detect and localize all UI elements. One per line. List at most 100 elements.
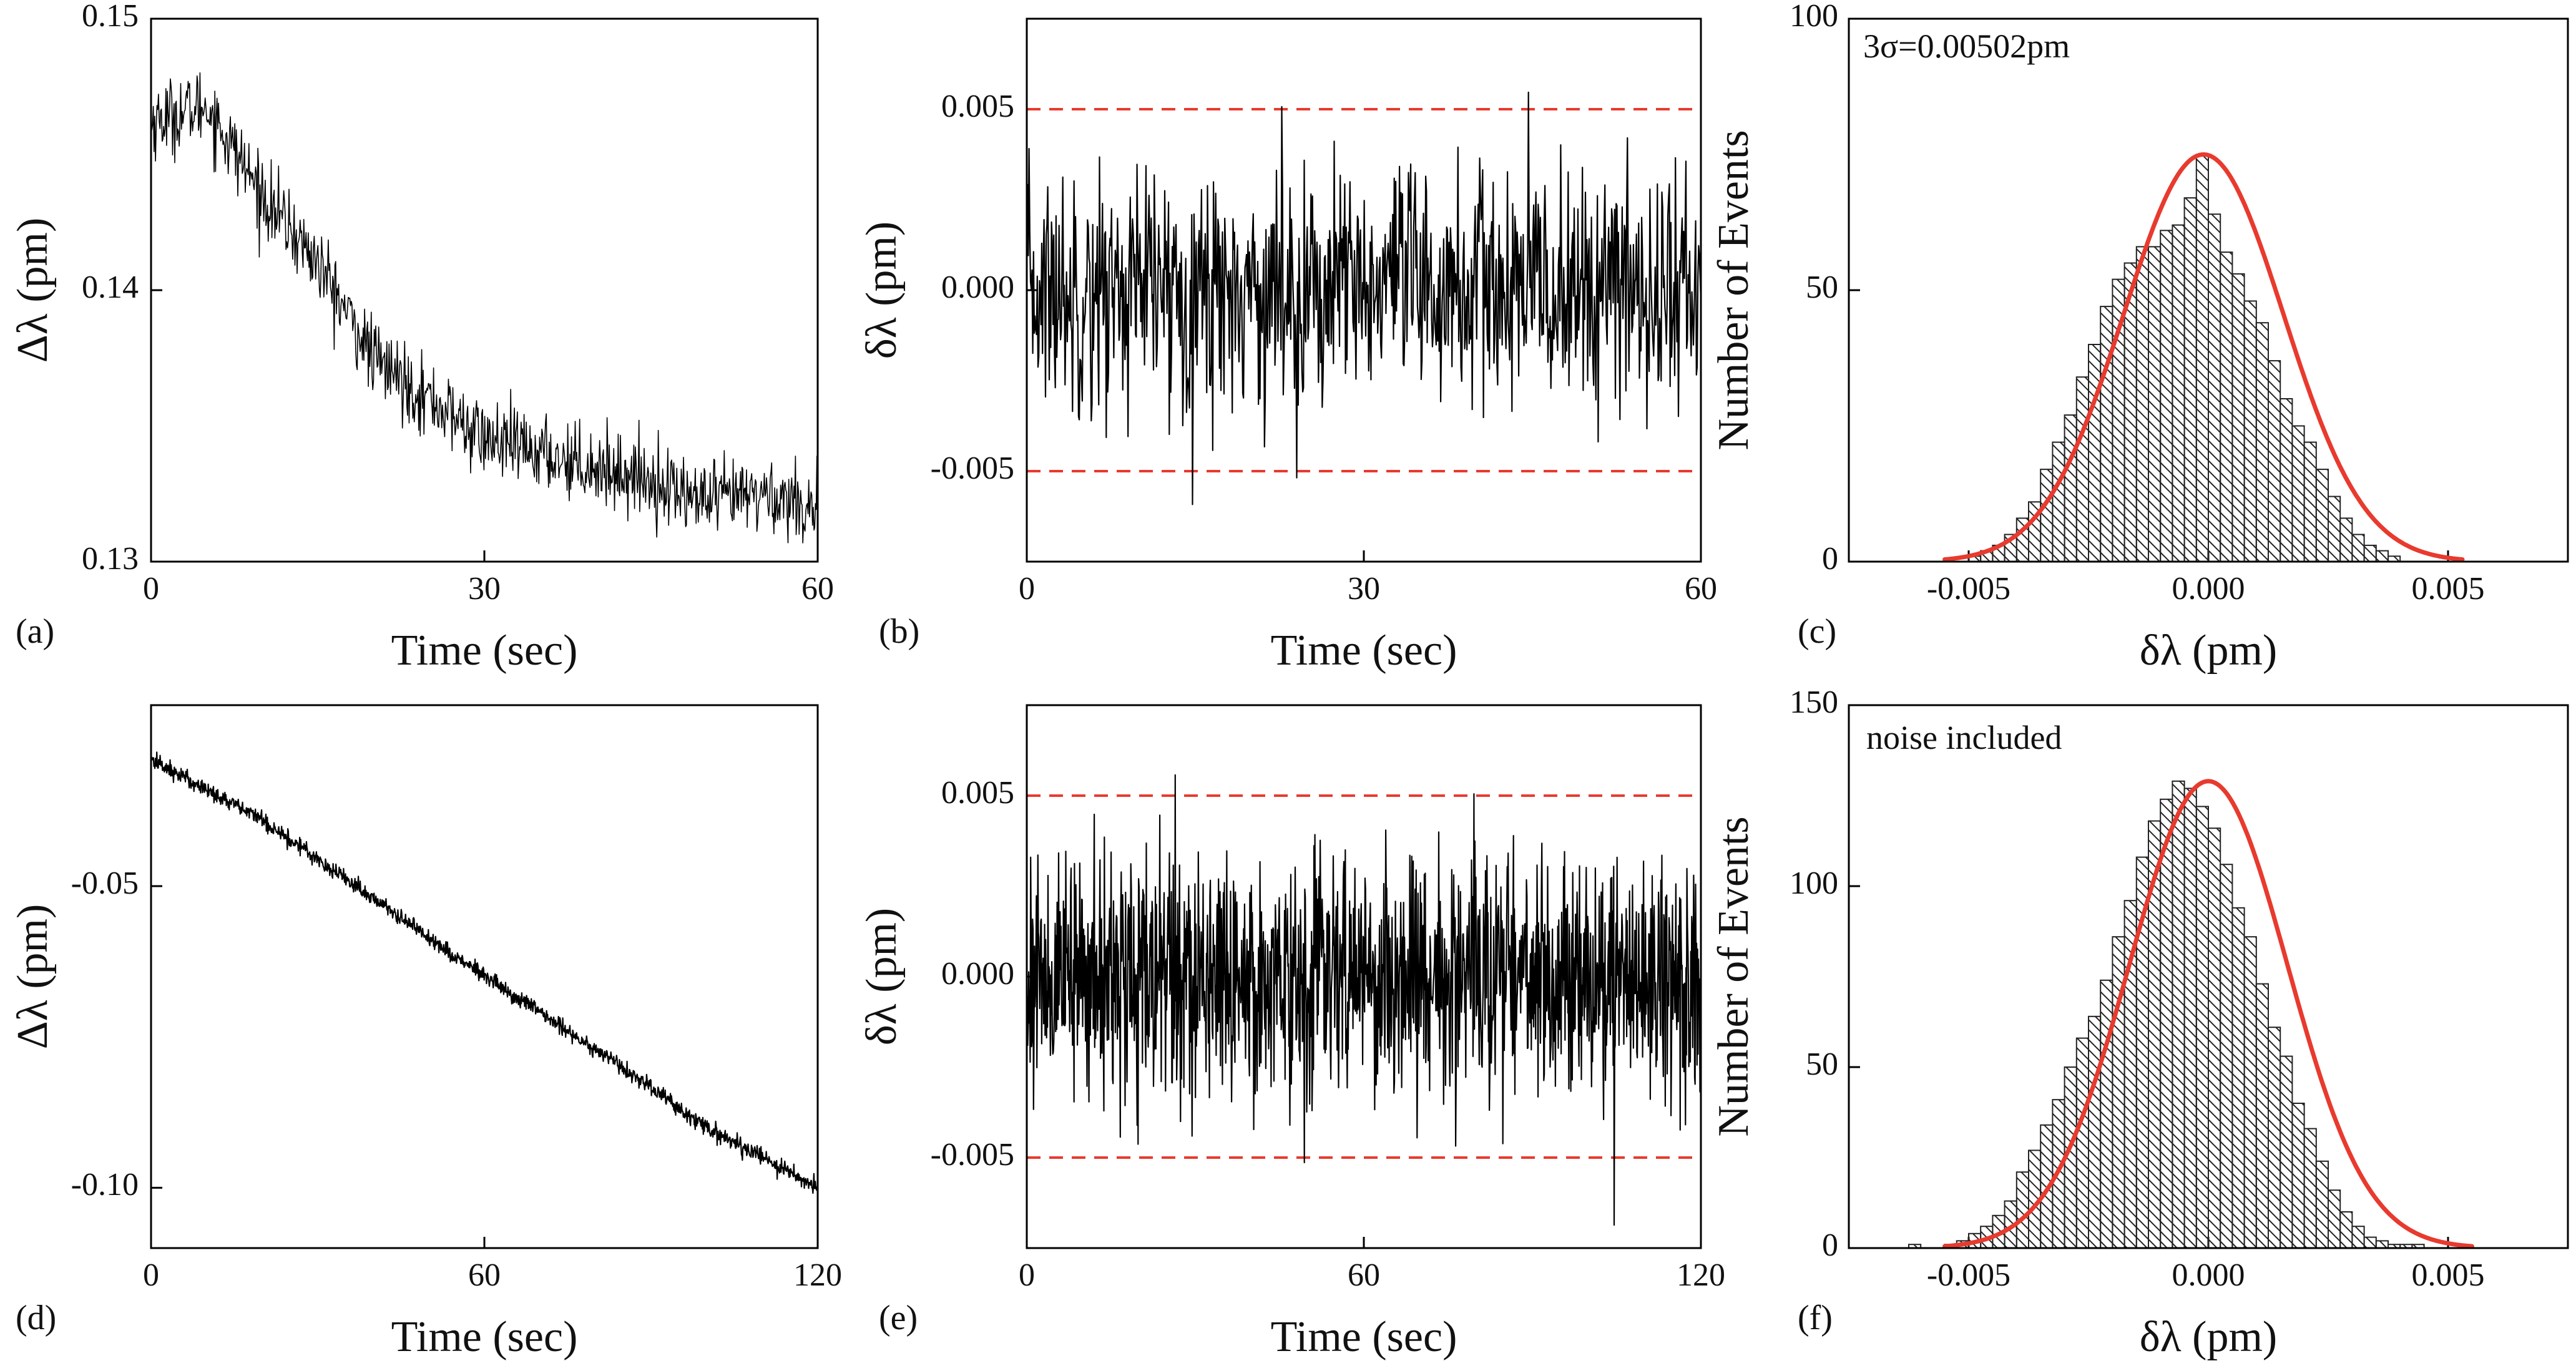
panel-f-histogram-bar [2015,1171,2030,1249]
panel-f-histogram-bar [2268,1027,2281,1249]
panel-c-histogram-bar [2363,544,2377,563]
panel-c-histogram-bar [2268,360,2281,562]
panel-d: -0.10 -0.05 0 60 120 Time (sec) Δλ (pm) … [9,704,842,1361]
panel-a-frame [150,17,819,563]
panel-f-histogram-bar [2195,806,2210,1249]
panel-c-histogram-bar [2100,306,2113,562]
panel-f-histogram-bar [2231,907,2245,1249]
panel-c-histogram-bar [2183,197,2197,563]
panel-d-plot [150,751,819,1248]
panel-d-ytick-label: -0.10 [71,1167,139,1203]
panel-a-label: (a) [16,612,54,651]
panel-f: noise included 0 50 100 150 -0.005 0.000… [1710,685,2569,1361]
panel-e-ytick-label: 0.005 [941,775,1014,811]
panel-b-ytick-label: 0.005 [941,89,1014,124]
panel-c-xtick-label: -0.005 [1927,571,2010,607]
panel-e-xtick-label: 60 [1348,1257,1380,1293]
panel-a-ytick-label: 0.13 [82,541,139,577]
panel-c-histogram-bar [2064,414,2077,562]
panel-c-xtick-label: 0.000 [2172,571,2245,607]
panel-a-xticks: 0 30 60 [143,571,834,607]
panel-c-histogram-bar [2160,230,2173,562]
panel-d-xtick-label: 60 [468,1257,501,1293]
panel-d-frame [150,704,819,1249]
panel-e-xtick-label: 120 [1677,1257,1725,1293]
panel-b-frame [1026,17,1702,563]
panel-d-ylabel: Δλ (pm) [9,904,57,1050]
panel-c-histogram-bar [2052,441,2065,562]
panel-f-ytick-label: 150 [1790,685,1838,720]
panel-d-xticks: 0 60 120 [143,1257,842,1293]
panel-f-histogram-bar [2303,1128,2317,1249]
panel-f-annotation: noise included [1866,719,2062,756]
panel-e-ylabel: δλ (pm) [858,908,906,1046]
panel-c-histogram-bar [2243,300,2257,562]
panel-c-histogram-bar [2280,398,2293,562]
panel-b-xticks: 0 30 60 [1019,571,1717,607]
panel-d-xlabel: Time (sec) [391,1313,578,1361]
panel-c-histogram-bar [2339,517,2353,563]
panel-f-histogram-bar [2328,1189,2341,1249]
panel-e-ytick-label: -0.005 [931,1137,1014,1173]
panel-f-histogram-bar [2375,1240,2389,1249]
panel-f-yticks: 0 50 100 150 [1790,685,1838,1263]
panel-b-xtick-label: 60 [1685,571,1717,607]
panel-a: 0.13 0.14 0.15 0 30 60 Time (sec) Δλ (pm… [9,0,834,675]
panel-c-histogram-bar [2351,534,2365,562]
panel-c-histogram-bar [2075,376,2090,562]
panel-f-histogram-bar [2339,1211,2353,1249]
panel-c-histogram-bar [2195,154,2210,562]
panel-c-histogram-bar [2040,469,2054,562]
panel-f-histogram-bar [2255,983,2270,1249]
panel-f-histogram-bar [2160,798,2173,1249]
panel-e-yticks: -0.005 0.000 0.005 [931,775,1014,1173]
panel-c-histogram-bar [2231,273,2245,562]
panel-c-histogram-bar [2375,550,2389,562]
panel-b-ytick-label: -0.005 [931,451,1014,486]
panel-f-label: (f) [1798,1299,1833,1337]
panel-f-histogram-bar [2075,1037,2090,1249]
panel-c-plot [1849,17,2465,563]
panel-f-histogram-bar [2220,864,2233,1249]
panel-e-label: (e) [879,1299,918,1337]
panel-a-series-line [150,72,818,544]
panel-a-ylabel: Δλ (pm) [9,218,57,363]
panel-b-yticks: -0.005 0.000 0.005 [931,89,1014,486]
panel-e-xtick-label: 0 [1019,1257,1035,1293]
panel-c: 3σ=0.00502pm 0 50 100 -0.005 0.000 0.005… [1710,0,2569,675]
panel-c-histogram-bar [2148,246,2162,562]
panel-d-xtick-label: 120 [793,1257,842,1293]
panel-b-xtick-label: 30 [1348,571,1380,607]
panel-c-ylabel: Number of Events [1710,130,1758,450]
panel-c-xticks: -0.005 0.000 0.005 [1927,571,2485,607]
panel-f-gaussian-fit [1942,779,2474,1249]
panel-c-yticks: 0 50 100 [1790,0,1838,577]
panel-f-ytick-label: 100 [1790,866,1838,901]
panel-e-series-line [1026,774,1702,1226]
panel-c-histogram-bar [2135,246,2150,562]
panel-e-frame [1026,704,1702,1249]
panel-c-histogram-bar [2172,224,2185,563]
panel-d-series-line [150,751,819,1194]
panel-d-yticks: -0.10 -0.05 [71,866,139,1203]
panel-f-histogram-bar [2363,1236,2377,1249]
panel-b-series-line [1026,91,1702,505]
panel-c-histogram-bar [2291,425,2305,562]
panel-a-yticks: 0.13 0.14 0.15 [82,0,139,577]
panel-d-xtick-label: 0 [143,1257,159,1293]
panel-b-ylabel: δλ (pm) [858,222,906,359]
panel-f-histogram-bar [2291,1103,2305,1249]
panel-f-histogram-bar [2172,780,2185,1249]
panel-f-xtick-label: 0.000 [2172,1257,2245,1293]
panel-f-histogram-bar [2088,1015,2102,1249]
panel-b: -0.005 0.000 0.005 0 30 60 Time (sec) δλ… [858,17,1717,675]
panel-d-ytick-label: -0.05 [71,866,139,901]
panel-c-ytick-label: 0 [1822,541,1838,577]
panel-c-frame [1848,17,2569,563]
panel-f-xtick-label: 0.005 [2412,1257,2485,1293]
panel-b-ytick-label: 0.000 [941,270,1014,305]
panel-c-histogram-bar [2315,469,2329,562]
panel-a-xtick-label: 30 [468,571,501,607]
panel-a-xtick-label: 0 [143,571,159,607]
panel-c-histogram-bar [2255,322,2270,562]
